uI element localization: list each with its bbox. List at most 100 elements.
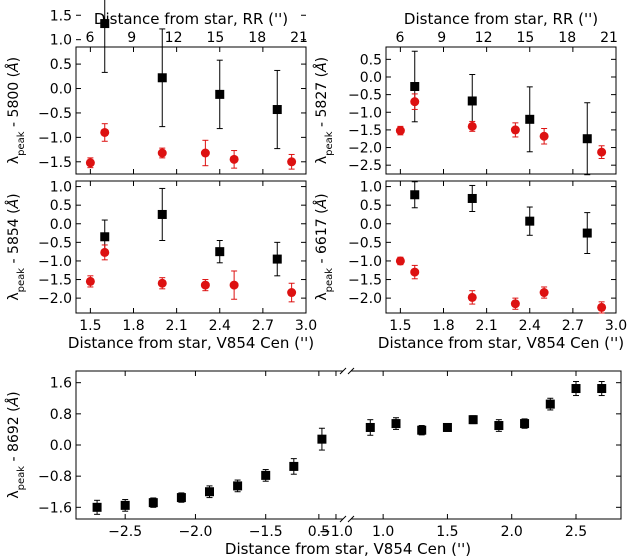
x-tick-label: 1.5 (389, 318, 411, 334)
y-tick-label: 1.6 (50, 376, 72, 392)
panel-top-right-y-axis-label: λpeak - 5827 (Å) (313, 57, 335, 164)
panel-middle-right-circle-point (510, 299, 520, 309)
panel-middle-right-circle-point (395, 256, 405, 266)
top-tick-label: 12 (165, 30, 183, 46)
panel-bottom-square-point (120, 500, 130, 510)
panel-middle-left-circle-point (229, 280, 239, 290)
panel-top-right-square-point (525, 114, 535, 124)
y-tick-label: −1.6 (38, 500, 72, 516)
panel-top-right-circle-point (597, 147, 607, 157)
x-tick-label: 3.0 (605, 318, 627, 334)
panel-top-right: 0.5 0.0 −0.5−1.0 −1.5 −2.0−2.5 6 9 12 15 18 21Dist… (348, 10, 618, 176)
axis-break-mark (339, 367, 347, 375)
top-tick-label: 15 (516, 30, 534, 46)
panel-middle-right-frame (385, 180, 617, 314)
y-tick-label: −0.8 (38, 469, 72, 485)
panel-middle-right: 1.5 1.8 2.1 2.4 2.7 3.0 1.0 0.5 0.0 −0.5 −1.0 −1.5 −… (348, 180, 627, 334)
x-axis-label: Distance from star, V854 Cen ('') (68, 334, 314, 352)
panel-bottom-square-point (92, 502, 102, 512)
y-tick-label: −2.0 (38, 291, 72, 307)
top-tick-label: 18 (248, 30, 266, 46)
x-tick-label: −2.0 (178, 524, 212, 540)
panel-middle-left-circle-point (200, 280, 210, 290)
panel-bottom-square-point (289, 461, 299, 471)
panel-bottom-square-point (545, 399, 555, 409)
panel-bottom-square-point (468, 415, 478, 425)
y-tick-label: 1.0 (50, 180, 72, 196)
panel-bottom-square-point (233, 481, 243, 491)
panel-top-left-square-point (215, 89, 225, 99)
x-tick-label: 2.1 (165, 318, 187, 334)
panel-bottom: 1.6 0.8 0.0 −0.8 −1.6 −2.5 −2.0 −1.5 −1.00.5 1.0 1… (38, 367, 622, 540)
panel-top-left-circle-point (229, 154, 239, 164)
top-tick-label: 9 (127, 30, 136, 46)
y-tick-label: −0.5 (348, 235, 382, 251)
panel-top-right-frame (385, 46, 617, 175)
x-tick-label: 1.5 (79, 318, 101, 334)
axis-break-mark (339, 515, 347, 523)
panel-top-left-square-point (272, 105, 282, 115)
x-tick-label: 0.5 (308, 524, 330, 540)
y-tick-label: 1.5 (50, 8, 72, 24)
panel-middle-right-square-point (582, 228, 592, 238)
panel-top-left-circle-point (100, 127, 110, 137)
panel-middle-right-square-point (525, 216, 535, 226)
panel-middle-left-circle-point (157, 278, 167, 288)
panel-top-right-square-point (582, 134, 592, 144)
x-tick-label: −2.5 (108, 524, 142, 540)
x-tick-label: 1.8 (122, 318, 144, 334)
y-tick-label: −1.0 (38, 130, 72, 146)
y-tick-label: −2.0 (348, 141, 382, 157)
x-tick-label: 2.1 (475, 318, 497, 334)
y-tick-label: 0.5 (50, 198, 72, 214)
y-tick-label: 0.5 (360, 198, 382, 214)
x-tick-label: 1.8 (432, 318, 454, 334)
axis-break-mark (347, 515, 355, 523)
top-tick-label: 21 (600, 30, 618, 46)
y-tick-label: −1.0 (348, 254, 382, 270)
x-tick-label: 2.5 (565, 524, 587, 540)
panel-bottom-square-point (597, 384, 607, 394)
y-tick-label: 0.0 (360, 70, 382, 86)
y-tick-label: −1.5 (38, 273, 72, 289)
panel-top-left-circle-point (200, 148, 210, 158)
top-tick-label: 12 (475, 30, 493, 46)
top-tick-label: 6 (395, 30, 404, 46)
top-axis-label: Distance from star, RR ('') (404, 10, 598, 28)
x-tick-label: 2.4 (519, 318, 541, 334)
panel-top-left-circle-point (85, 158, 95, 168)
panel-bottom-square-point (494, 421, 504, 431)
axis-break-mark (347, 367, 355, 375)
panel-middle-right-circle-point (539, 288, 549, 298)
y-tick-label: −0.5 (38, 235, 72, 251)
panel-middle-left: 1.5 1.8 2.1 2.4 2.7 3.0 1.0 0.5 0.0 −0.5 −1.0 −1.5 −… (38, 180, 317, 334)
x-axis-label: Distance from star, V854 Cen ('') (225, 540, 471, 558)
y-tick-label: −2.0 (348, 291, 382, 307)
panel-bottom-square-point (391, 419, 401, 429)
top-tick-label: 18 (558, 30, 576, 46)
y-tick-label: 0.0 (50, 438, 72, 454)
panel-bottom-square-point (442, 422, 452, 432)
panel-bottom-y-axis-label: λpeak - 8692 (Å) (5, 391, 27, 498)
x-tick-label: 1.0 (372, 524, 394, 540)
y-tick-label: −1.5 (348, 273, 382, 289)
panel-middle-left-circle-point (100, 247, 110, 257)
panel-bottom-square-point (261, 470, 271, 480)
panel-middle-left-frame (75, 180, 307, 314)
y-tick-label: 0.0 (50, 217, 72, 233)
panel-middle-left-square-point (272, 254, 282, 264)
y-tick-label: −0.5 (38, 106, 72, 122)
top-tick-label: 15 (206, 30, 224, 46)
panel-bottom-square-point (571, 384, 581, 394)
x-tick-label: 1.5 (436, 524, 458, 540)
x-tick-label: −1.5 (249, 524, 283, 540)
bottom-right-frame (351, 370, 622, 520)
y-tick-label: −1.0 (348, 105, 382, 121)
panel-bottom-square-point (417, 425, 427, 435)
y-tick-label: 0.0 (360, 217, 382, 233)
panel-middle-right-circle-point (597, 302, 607, 312)
panel-top-right-circle-point (467, 121, 477, 131)
top-tick-label: 6 (85, 30, 94, 46)
top-axis-label: Distance from star, RR ('') (94, 10, 288, 28)
